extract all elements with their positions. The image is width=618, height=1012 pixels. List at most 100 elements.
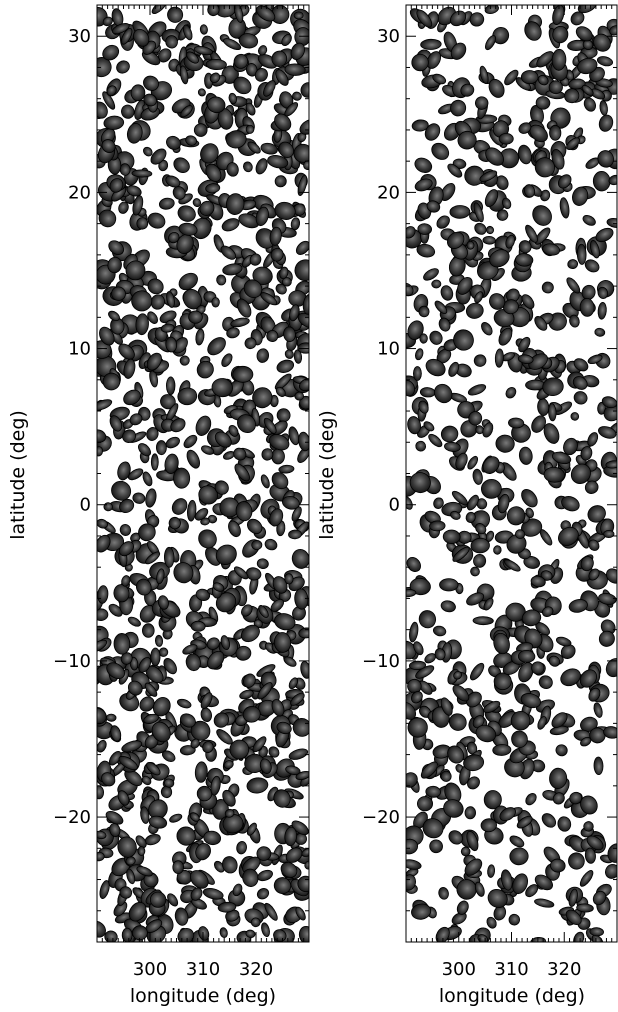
- right-map-blob: [422, 818, 444, 839]
- left-map-blob: [207, 337, 226, 356]
- right-map-blob: [417, 223, 432, 235]
- left-map-blob: [189, 870, 209, 889]
- right-map-blob: [587, 432, 599, 447]
- left-map-blob: [260, 474, 270, 489]
- left-map-blob: [258, 45, 268, 56]
- left-map-blob: [283, 656, 297, 667]
- right-map-xtick-labels: 300 310 320: [442, 959, 582, 980]
- right-map-blob: [489, 293, 506, 310]
- left-map-blob: [274, 373, 292, 390]
- right-map-blob: [465, 511, 476, 523]
- left-map-blob: [99, 880, 110, 900]
- right-map-blob: [480, 818, 497, 833]
- left-map-blob: [177, 928, 195, 942]
- left-map-xtick-label: 310: [186, 959, 220, 980]
- left-map-blob: [256, 888, 270, 900]
- right-map-blob: [406, 838, 419, 855]
- right-map-blob: [457, 276, 473, 295]
- left-map-blob: [222, 789, 236, 807]
- right-map-blob: [423, 268, 439, 281]
- right-map-blob: [508, 417, 525, 429]
- left-map-blob: [258, 605, 269, 618]
- right-map-blob: [473, 202, 484, 223]
- right-map-blob: [460, 83, 475, 97]
- left-map-blob: [97, 851, 105, 862]
- right-map-blob: [521, 294, 535, 309]
- left-map-blob: [174, 907, 189, 926]
- left-map-blob: [136, 217, 149, 230]
- left-map-blob: [233, 566, 249, 580]
- left-map-blob: [102, 16, 113, 27]
- left-map-ticks: [96, 4, 310, 943]
- right-map-blob: [414, 348, 424, 361]
- left-map-xtick-label: 320: [239, 959, 273, 980]
- right-map-blob: [541, 606, 554, 618]
- left-map-blob: [182, 24, 193, 41]
- left-map-blob: [261, 922, 270, 938]
- right-map-blob: [464, 806, 477, 820]
- left-map-blob: [122, 429, 137, 443]
- right-map-blob: [412, 366, 422, 381]
- right-map-blob: [588, 687, 601, 702]
- left-map-blob: [270, 598, 284, 612]
- left-map-blob: [245, 102, 256, 116]
- left-map-blob: [244, 337, 257, 350]
- left-map-blob: [136, 866, 153, 877]
- left-map-blob: [215, 544, 237, 566]
- right-map-blob: [467, 384, 487, 396]
- left-map-blob: [133, 28, 150, 47]
- left-map-ytick-label: −20: [53, 807, 91, 828]
- left-map-blob: [111, 22, 130, 35]
- left-map-blob: [214, 431, 232, 448]
- right-map-blob: [467, 455, 479, 470]
- left-map-blob: [110, 725, 122, 742]
- left-map-blob: [182, 644, 198, 655]
- right-map-blob: [484, 189, 499, 208]
- left-map-blob: [274, 201, 296, 220]
- left-map-blob: [212, 582, 225, 592]
- right-map-xtick-label: 300: [442, 959, 476, 980]
- left-map-blob: [230, 317, 250, 328]
- left-map-blob: [146, 427, 159, 441]
- left-map-blob: [97, 639, 108, 653]
- left-map-blob: [113, 584, 130, 603]
- right-map-blob: [555, 636, 572, 647]
- right-map-blob: [536, 51, 554, 68]
- left-map-blob: [128, 901, 147, 922]
- left-map-blob: [223, 38, 242, 51]
- right-map-blob: [432, 625, 447, 637]
- left-map-blob: [276, 359, 295, 373]
- right-map-blob: [511, 730, 528, 748]
- right-map-blob: [448, 361, 460, 377]
- right-map-blob: [521, 609, 542, 627]
- right-map-blob: [580, 736, 592, 747]
- left-map-blob: [211, 297, 220, 308]
- left-map-blob: [209, 72, 221, 84]
- right-map-blob: [416, 9, 433, 28]
- left-map-blob: [118, 343, 135, 360]
- left-map-blob: [120, 652, 133, 665]
- left-map-blob: [298, 627, 309, 639]
- right-map-blob: [518, 122, 532, 134]
- right-map-blob: [440, 770, 452, 782]
- right-map-blob: [568, 852, 585, 870]
- right-map-blob: [584, 480, 599, 495]
- left-map-blob: [167, 893, 179, 907]
- right-map-blob: [573, 358, 589, 372]
- left-map-blob: [298, 925, 309, 942]
- left-map-blob: [147, 212, 166, 229]
- right-map-blob: [608, 174, 617, 186]
- left-map-blob: [273, 789, 291, 808]
- left-map-blob: [268, 746, 280, 758]
- left-map-blob: [240, 624, 260, 643]
- right-map-blob: [584, 847, 596, 864]
- left-map-ytick-label: 0: [80, 495, 91, 516]
- right-map-blob: [486, 916, 497, 929]
- left-map-blob: [271, 699, 285, 717]
- left-map-blob: [238, 33, 259, 49]
- right-map-blob: [467, 776, 480, 790]
- left-map-blob: [275, 283, 287, 295]
- left-map-blob: [274, 613, 296, 631]
- right-map-blob: [520, 693, 541, 709]
- left-map-blob: [179, 65, 189, 85]
